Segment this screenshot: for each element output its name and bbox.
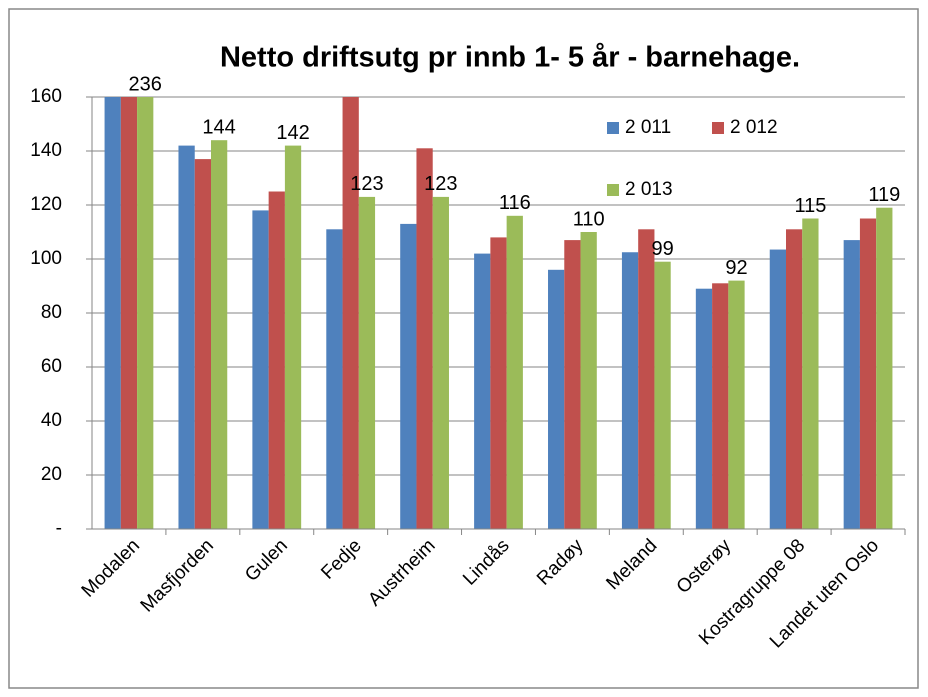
bar <box>580 232 597 529</box>
data-label: 236 <box>129 73 162 95</box>
bar <box>194 159 211 529</box>
bar <box>876 207 893 529</box>
bar <box>252 210 269 529</box>
legend-label: 2 012 <box>730 117 778 138</box>
bar <box>506 215 523 529</box>
y-tick-label: 120 <box>30 194 62 215</box>
bar <box>769 249 787 529</box>
bar <box>137 97 154 529</box>
data-label: 144 <box>202 116 235 138</box>
legend-swatch <box>712 122 724 134</box>
y-tick-label: 20 <box>41 464 62 485</box>
bar <box>358 196 376 529</box>
bar <box>120 97 138 529</box>
chart-border <box>8 8 919 689</box>
bar <box>284 145 302 529</box>
y-tick-label: - <box>56 518 62 539</box>
bar <box>859 218 877 529</box>
y-tick-label: 40 <box>41 410 62 431</box>
data-label: 92 <box>725 257 747 279</box>
y-tick-label: 140 <box>30 140 62 161</box>
bar <box>712 283 729 529</box>
bar <box>432 196 449 529</box>
data-label: 119 <box>868 184 900 206</box>
data-label: 116 <box>499 192 531 214</box>
bar <box>802 218 819 529</box>
bar <box>843 240 860 529</box>
bar <box>400 223 417 529</box>
bar <box>474 253 491 529</box>
bar <box>490 237 507 529</box>
y-tick-label: 160 <box>30 86 62 107</box>
data-label: 110 <box>573 208 605 230</box>
bar <box>728 280 745 529</box>
bar <box>416 148 433 529</box>
bar <box>695 288 713 529</box>
bar <box>178 145 195 529</box>
legend-label: 2 013 <box>625 179 673 200</box>
data-label: 123 <box>350 173 383 195</box>
y-tick-label: 60 <box>41 356 62 377</box>
bar <box>104 97 121 529</box>
data-label: 142 <box>276 122 309 144</box>
bar <box>638 229 655 529</box>
legend-swatch <box>607 184 619 196</box>
bar <box>786 229 803 529</box>
bar <box>342 97 359 529</box>
bar <box>210 140 228 529</box>
chart-title: Netto driftsutg pr innb 1- 5 år - barneh… <box>220 42 800 74</box>
bar <box>268 191 285 529</box>
data-label: 115 <box>794 195 826 217</box>
data-label: 123 <box>424 173 457 195</box>
bar <box>326 229 343 529</box>
bar <box>621 252 639 529</box>
y-tick-label: 100 <box>30 248 62 269</box>
bar <box>548 269 565 529</box>
bar <box>654 261 671 529</box>
legend-label: 2 011 <box>625 117 671 138</box>
data-label: 99 <box>651 238 673 260</box>
legend-swatch <box>607 122 619 134</box>
bar <box>564 240 581 529</box>
y-tick-label: 80 <box>41 302 62 323</box>
